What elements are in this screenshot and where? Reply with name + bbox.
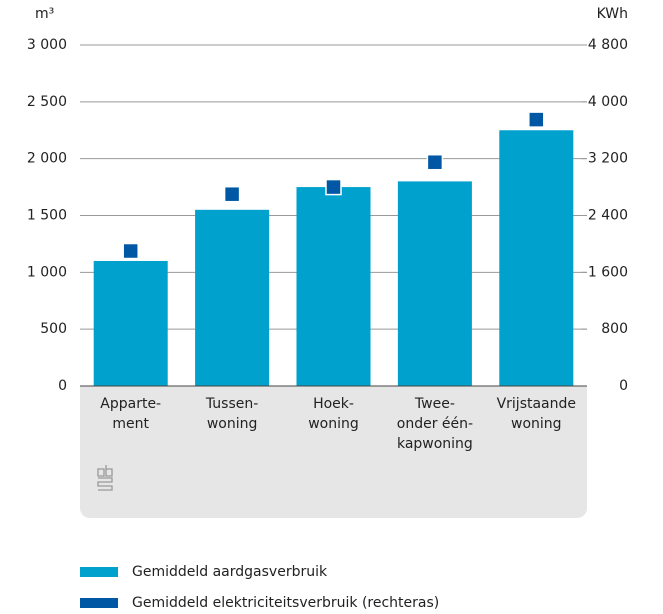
x-tick-label: Tussen- (205, 396, 258, 412)
marker (223, 185, 241, 203)
x-tick-label: Vrijstaande (497, 396, 576, 412)
x-tick-label: woning (207, 416, 258, 432)
x-tick-label: onder één- (397, 416, 473, 432)
logo (97, 465, 113, 491)
bar (499, 130, 574, 386)
x-tick-label: Twee- (414, 396, 455, 412)
bar (397, 181, 472, 386)
bar (195, 209, 270, 386)
y-tick-label: 1 500 (27, 208, 67, 224)
x-tick-label: woning (308, 416, 359, 432)
y2-tick-label: 2 400 (588, 208, 628, 224)
y-unit: m³ (35, 6, 54, 22)
marker (528, 111, 545, 128)
y2-tick-label: 4 000 (588, 94, 628, 110)
y2-unit: KWh (597, 6, 628, 22)
marker (325, 178, 342, 196)
bar (93, 260, 168, 386)
marker (122, 242, 139, 260)
y-tick-label: 3 000 (27, 37, 67, 53)
x-tick-label: Apparte- (100, 396, 161, 412)
y-tick-label: 500 (40, 321, 67, 337)
legend-swatch (80, 567, 118, 577)
y2-tick-label: 4 800 (588, 37, 628, 53)
y2-tick-label: 1 600 (588, 264, 628, 280)
legend-label: Gemiddeld aardgasverbruik (132, 564, 328, 580)
y2-tick-label: 0 (619, 378, 628, 394)
x-tick-label: kapwoning (397, 436, 473, 452)
y2-tick-label: 3 200 (588, 151, 628, 167)
marker (426, 153, 444, 171)
y-tick-label: 1 000 (27, 264, 67, 280)
bar (296, 187, 371, 386)
y-tick-label: 0 (58, 378, 67, 394)
y-tick-label: 2 000 (27, 151, 67, 167)
x-tick-label: woning (511, 416, 562, 432)
x-tick-label: Hoek- (313, 396, 354, 412)
y-tick-label: 2 500 (27, 94, 67, 110)
x-tick-label: ment (112, 416, 149, 432)
legend-label: Gemiddeld elektriciteitsverbruik (rechte… (132, 595, 439, 611)
y2-tick-label: 800 (601, 321, 628, 337)
legend-swatch (80, 598, 118, 608)
label-panel (80, 386, 587, 518)
